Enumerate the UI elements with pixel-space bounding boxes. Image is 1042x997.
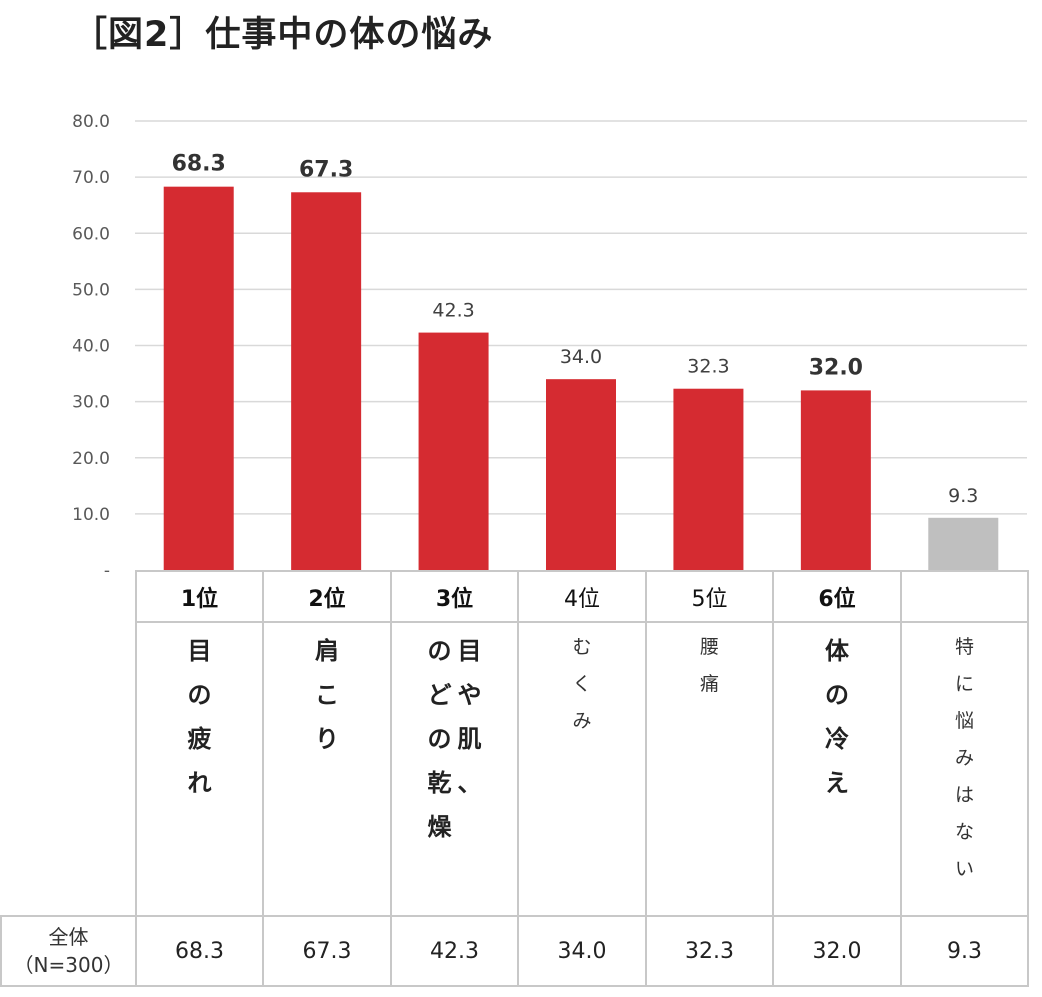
rank-cell-2: 2位	[262, 570, 392, 623]
bar-4	[546, 379, 616, 570]
rank-row: 1位 2位 3位 4位 5位 6位	[1, 570, 1029, 623]
y-tick-label: 80.0	[72, 112, 110, 132]
value-cell-6: 32.0	[772, 915, 902, 987]
value-label-4: 34.0	[560, 346, 602, 368]
y-tick-label: 50.0	[72, 280, 110, 300]
rank-row-blank	[1, 571, 137, 622]
value-cell-5: 32.3	[645, 915, 774, 987]
y-tick-label: 20.0	[72, 449, 110, 469]
value-label-7: 9.3	[948, 485, 978, 507]
rank-cell-6: 6位	[772, 570, 902, 623]
rank-cell-7	[900, 570, 1029, 623]
rank-cell-3: 3位	[390, 570, 519, 623]
category-label-4: むくみ	[517, 621, 647, 917]
rank-cell-4: 4位	[517, 570, 647, 623]
value-row: 全体 （N=300） 68.3 67.3 42.3 34.0 32.3 32.0 9.3	[0, 915, 1029, 987]
row-header: 全体 （N=300）	[0, 915, 137, 987]
y-tick-label: 10.0	[72, 505, 110, 525]
chart-title: ［図2］仕事中の体の悩み	[72, 15, 494, 55]
category-label-7: 特に悩みはない	[900, 621, 1029, 917]
row-header-line2: （N=300）	[13, 953, 124, 977]
bars	[163, 186, 999, 570]
y-tick-label: 60.0	[72, 224, 110, 244]
bar-1	[163, 186, 234, 570]
category-label-6: 体の冷え	[772, 621, 902, 917]
label-row-blank	[1, 622, 137, 917]
y-tick-label: 30.0	[72, 393, 110, 413]
category-label-1: 目の疲れ	[135, 621, 264, 917]
value-label-1: 68.3	[172, 152, 226, 177]
y-axis-ticks: - 10.0 20.0 30.0 40.0 50.0 60.0 70.0 80.0	[72, 112, 110, 575]
category-label-2: 肩こり	[262, 621, 392, 917]
y-tick-label: 40.0	[72, 337, 110, 357]
value-cell-2: 67.3	[262, 915, 392, 987]
bar-3	[418, 332, 489, 570]
value-label-5: 32.3	[687, 356, 729, 378]
rank-cell-5: 5位	[645, 570, 774, 623]
value-cell-7: 9.3	[900, 915, 1029, 987]
bar-6	[800, 390, 871, 570]
category-table: 1位 2位 3位 4位 5位 6位 目の疲れ肩こり目や肌、のどの乾燥むくみ腰痛体の冷え特に…	[0, 570, 1029, 987]
bar-5	[673, 388, 744, 570]
category-label-5: 腰痛	[645, 621, 774, 917]
value-label-2: 67.3	[299, 157, 353, 182]
label-row: 目の疲れ肩こり目や肌、のどの乾燥むくみ腰痛体の冷え特に悩みはない	[1, 621, 1029, 917]
bar-2	[291, 192, 362, 570]
y-tick-label: -	[104, 561, 110, 575]
category-label-3: 目や肌、のどの乾燥	[390, 621, 519, 917]
row-header-line1: 全体	[48, 925, 89, 949]
bar-7	[928, 517, 999, 570]
value-cell-1: 68.3	[135, 915, 264, 987]
rank-cell-1: 1位	[135, 570, 264, 623]
value-cell-4: 34.0	[517, 915, 647, 987]
value-cell-3: 42.3	[390, 915, 519, 987]
value-label-6: 32.0	[809, 355, 863, 380]
y-tick-label: 70.0	[72, 168, 110, 188]
bar-chart: - 10.0 20.0 30.0 40.0 50.0 60.0 70.0 80.0 68.3 67…	[72, 112, 1027, 575]
value-label-3: 42.3	[432, 300, 474, 322]
value-labels: 68.3 67.3 42.3 34.0 32.3 32.0 9.3	[172, 152, 979, 507]
